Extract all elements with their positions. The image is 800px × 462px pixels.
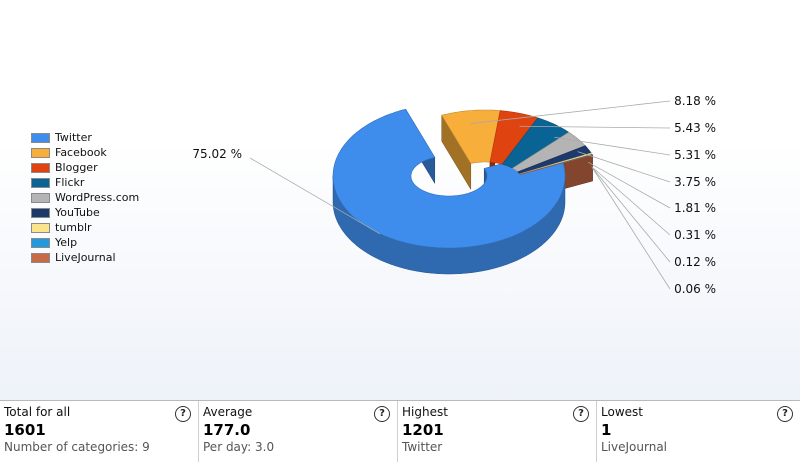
legend-swatch xyxy=(31,178,50,188)
legend-label: tumblr xyxy=(55,221,92,234)
stat-average: Average 177.0 Per day: 3.0 ? xyxy=(199,401,398,462)
value-label-tumblr: 0.31 % xyxy=(674,228,716,242)
stat-label: Lowest xyxy=(601,405,643,419)
value-label-youtube: 1.81 % xyxy=(674,201,716,215)
slice-labels: 75.02 % 8.18 % 5.43 % 5.31 % 3.75 % 1.81 % 0.3… xyxy=(192,94,716,296)
legend-label: YouTube xyxy=(55,206,100,219)
leader-line xyxy=(554,136,671,156)
leader-line xyxy=(588,161,671,209)
stat-lowest: Lowest 1 LiveJournal ? xyxy=(597,401,800,462)
pie-chart: 75.02 % 8.18 % 5.43 % 5.31 % 3.75 % 1.81 % 0.3… xyxy=(192,94,716,296)
legend-swatch xyxy=(31,208,50,218)
pie-top xyxy=(332,108,593,249)
stat-sub: LiveJournal xyxy=(601,440,668,454)
value-label-facebook: 8.18 % xyxy=(674,94,716,108)
legend-swatch xyxy=(31,193,50,203)
stat-label: Highest xyxy=(402,405,448,419)
leader-line xyxy=(249,157,381,235)
legend-swatch xyxy=(31,148,50,158)
leader-line xyxy=(519,125,671,129)
help-icon[interactable]: ? xyxy=(374,406,390,422)
stat-total: Total for all 1601 Number of categories:… xyxy=(0,401,199,462)
stat-highest: Highest 1201 Twitter ? xyxy=(398,401,597,462)
value-label-flickr: 5.31 % xyxy=(674,148,716,162)
stat-value: 1 xyxy=(601,421,612,439)
stat-sub: Number of categories: 9 xyxy=(4,440,150,454)
stat-value: 1201 xyxy=(402,421,444,439)
help-icon[interactable]: ? xyxy=(573,406,589,422)
slice-twitter xyxy=(332,108,566,249)
leader-line xyxy=(591,167,671,263)
stat-label: Average xyxy=(203,405,253,419)
value-label-yelp: 0.12 % xyxy=(674,255,716,269)
stat-label: Total for all xyxy=(4,405,71,419)
legend-label: Blogger xyxy=(55,161,98,174)
help-icon[interactable]: ? xyxy=(175,406,191,422)
chart-area: 75.02 % 8.18 % 5.43 % 5.31 % 3.75 % 1.81 % 0.3… xyxy=(0,0,800,400)
value-label-twitter: 75.02 % xyxy=(192,147,242,161)
legend-swatch xyxy=(31,133,50,143)
slice-livejournal xyxy=(519,154,593,175)
legend-label: Yelp xyxy=(55,236,78,249)
stats-bar: Total for all 1601 Number of categories:… xyxy=(0,400,800,462)
legend-label: Twitter xyxy=(55,131,92,144)
value-label-livejournal: 0.06 % xyxy=(674,282,716,296)
legend-swatch xyxy=(31,238,50,248)
legend-swatch xyxy=(31,223,50,233)
stat-sub: Twitter xyxy=(402,440,443,454)
value-label-wordpress-com: 3.75 % xyxy=(674,175,716,189)
stat-sub: Per day: 3.0 xyxy=(203,440,275,454)
stat-value: 1601 xyxy=(4,421,46,439)
help-icon[interactable]: ? xyxy=(777,406,793,422)
legend-label: Flickr xyxy=(55,176,85,189)
value-label-blogger: 5.43 % xyxy=(674,121,716,135)
leader-line xyxy=(577,151,671,183)
legend-swatch xyxy=(31,163,50,173)
legend-swatch xyxy=(31,253,50,263)
leader-line xyxy=(470,100,671,124)
legend-label: Facebook xyxy=(55,146,107,159)
leader-line xyxy=(591,166,671,236)
legend-label: WordPress.com xyxy=(55,191,140,204)
leader-line xyxy=(592,167,671,290)
stat-value: 177.0 xyxy=(203,421,251,439)
legend-label: LiveJournal xyxy=(55,251,116,264)
